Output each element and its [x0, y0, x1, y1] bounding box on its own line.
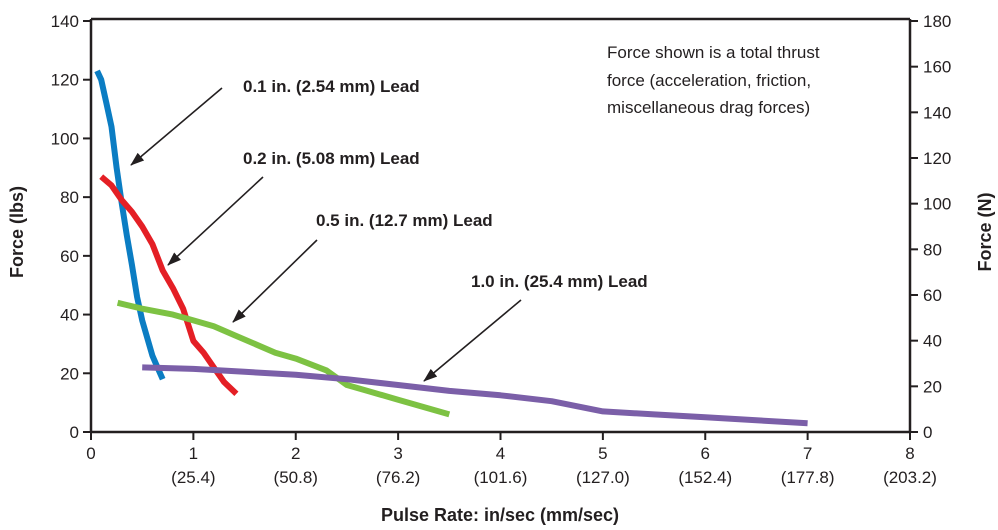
arrow-0.1-lead: [130, 87, 223, 166]
x-tick-label-0: 0: [86, 444, 95, 463]
y-tick-label-left-140: 140: [51, 12, 79, 31]
series-label-0.1-lead: 0.1 in. (2.54 mm) Lead: [243, 77, 420, 96]
x-tick-label-4: 4: [496, 444, 505, 463]
x-tick-sublabel-5: (127.0): [576, 468, 630, 487]
arrow-0.5-lead: [232, 239, 318, 323]
y-tick-label-left-120: 120: [51, 71, 79, 90]
y-tick-label-right-40: 40: [923, 332, 942, 351]
series-label-0.2-lead: 0.2 in. (5.08 mm) Lead: [243, 149, 420, 168]
note-line-2: force (acceleration, friction,: [607, 71, 811, 90]
x-tick-sublabel-3: (76.2): [376, 468, 420, 487]
series-line-1: [99, 174, 239, 396]
y-tick-label-right-0: 0: [923, 423, 932, 442]
note-line-1: Force shown is a total thrust: [607, 43, 820, 62]
x-tick-label-7: 7: [803, 444, 812, 463]
series-line-2: [116, 299, 451, 418]
arrow-0.2-lead: [167, 176, 264, 266]
series-label-0.5-lead: 0.5 in. (12.7 mm) Lead: [316, 211, 493, 230]
annotations-group: Force shown is a total thrust force (acc…: [7, 43, 995, 525]
x-tick-label-6: 6: [701, 444, 710, 463]
x-tick-label-2: 2: [291, 444, 300, 463]
x-tick-sublabel-8: (203.2): [883, 468, 937, 487]
y-tick-label-left-80: 80: [60, 188, 79, 207]
x-tick-sublabel-4: (101.6): [474, 468, 528, 487]
y-tick-label-right-140: 140: [923, 103, 951, 122]
y-tick-label-right-20: 20: [923, 377, 942, 396]
y-tick-label-right-80: 80: [923, 240, 942, 259]
series-group: [94, 69, 808, 427]
y-axis-title-left: Force (lbs): [7, 186, 27, 278]
x-tick-sublabel-6: (152.4): [678, 468, 732, 487]
y-tick-label-right-100: 100: [923, 195, 951, 214]
y-tick-label-left-100: 100: [51, 129, 79, 148]
y-tick-label-left-60: 60: [60, 247, 79, 266]
y-tick-label-left-20: 20: [60, 364, 79, 383]
arrow-1.0-lead: [423, 299, 522, 382]
axes-group: 0204060801001201400204060801001201401601…: [51, 12, 952, 487]
series-line-3: [142, 364, 808, 427]
x-tick-sublabel-2: (50.8): [274, 468, 318, 487]
y-tick-label-right-60: 60: [923, 286, 942, 305]
x-tick-label-3: 3: [393, 444, 402, 463]
x-tick-label-8: 8: [905, 444, 914, 463]
series-line-0: [94, 69, 166, 381]
y-tick-label-right-180: 180: [923, 12, 951, 31]
series-label-1.0-lead: 1.0 in. (25.4 mm) Lead: [471, 272, 648, 291]
x-tick-label-5: 5: [598, 444, 607, 463]
y-tick-label-left-0: 0: [70, 423, 79, 442]
y-tick-label-right-120: 120: [923, 149, 951, 168]
x-tick-sublabel-1: (25.4): [171, 468, 215, 487]
y-tick-label-right-160: 160: [923, 58, 951, 77]
note-line-3: miscellaneous drag forces): [607, 98, 810, 117]
y-axis-title-right: Force (N): [975, 192, 995, 271]
x-tick-label-1: 1: [189, 444, 198, 463]
x-tick-sublabel-7: (177.8): [781, 468, 835, 487]
y-tick-label-left-40: 40: [60, 306, 79, 325]
x-axis-title: Pulse Rate: in/sec (mm/sec): [381, 505, 619, 525]
